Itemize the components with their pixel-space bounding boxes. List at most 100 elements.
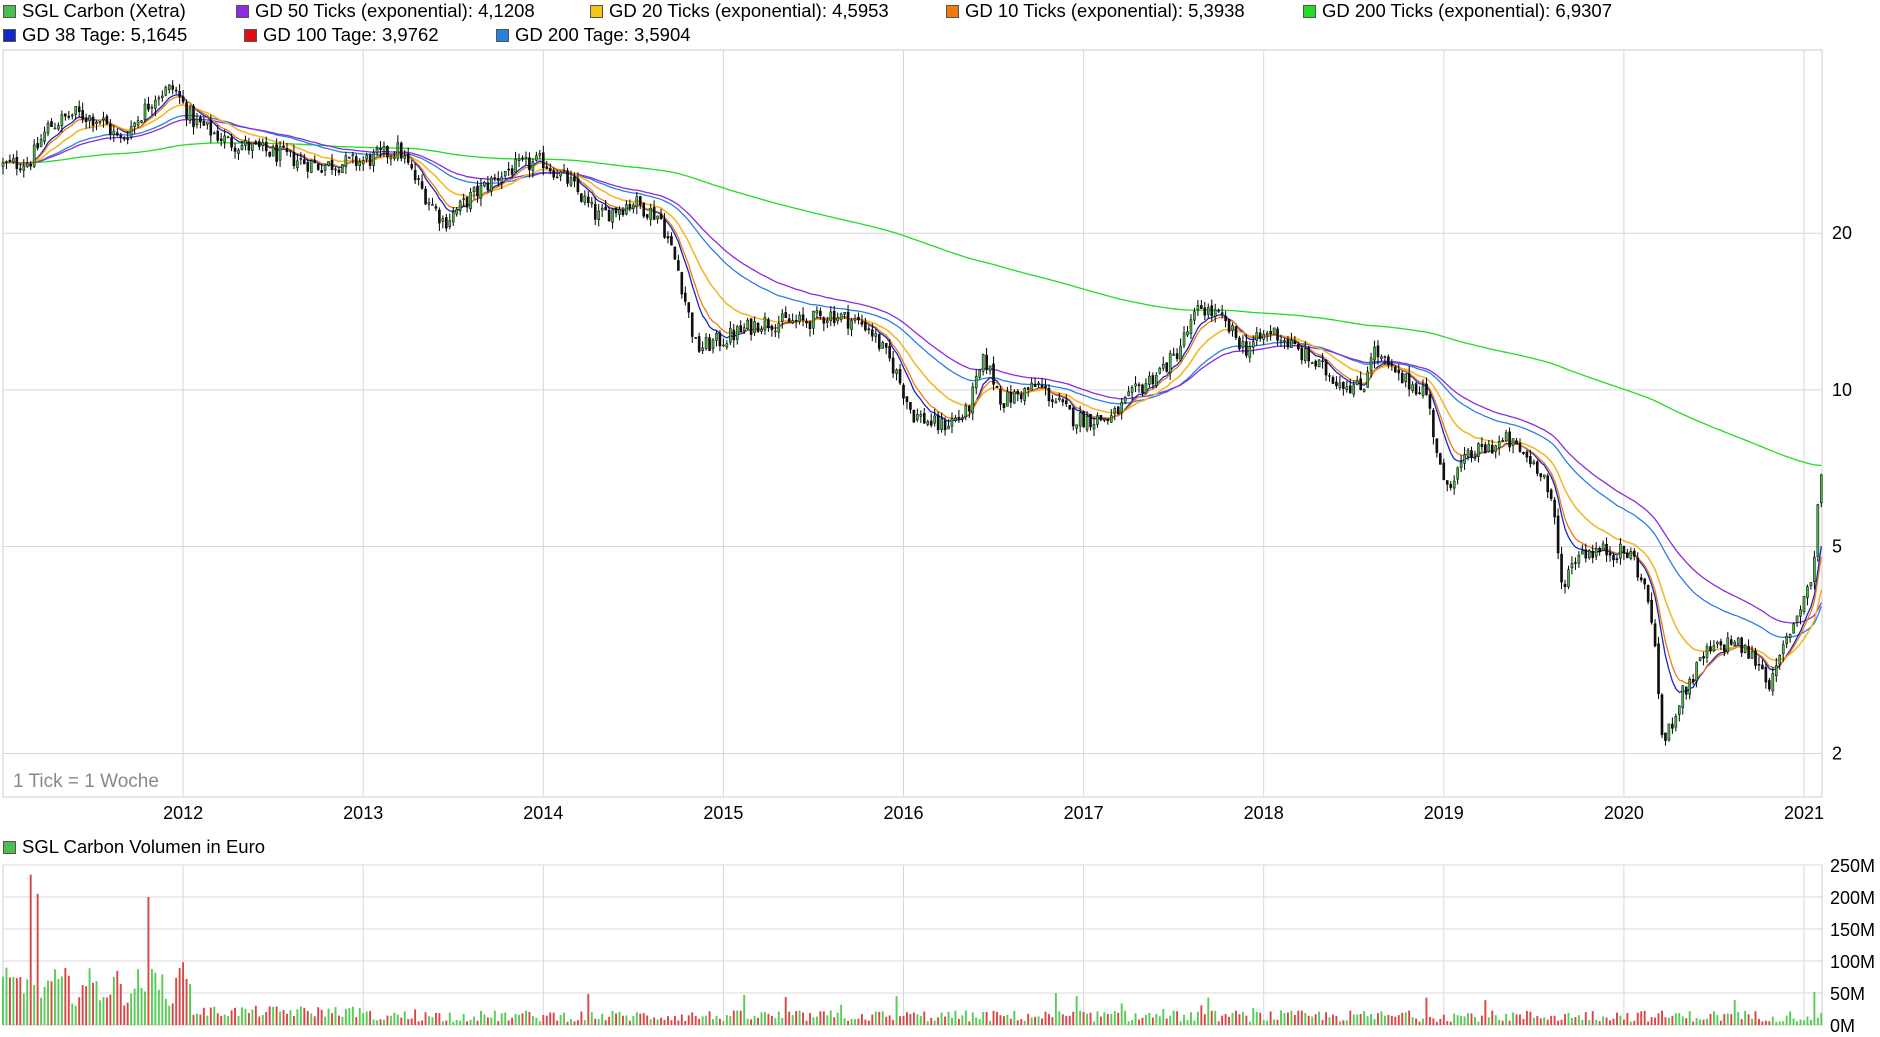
volume-bar bbox=[428, 1016, 430, 1025]
volume-bar bbox=[1054, 993, 1057, 1025]
candle bbox=[1594, 548, 1598, 557]
candle bbox=[1317, 359, 1321, 368]
volume-bar bbox=[1027, 1013, 1030, 1025]
volume-bar bbox=[1373, 1018, 1376, 1025]
candle bbox=[718, 332, 722, 347]
candle bbox=[1813, 556, 1816, 582]
candle bbox=[961, 417, 964, 420]
volume-bar bbox=[1245, 1015, 1248, 1025]
candle bbox=[185, 102, 188, 119]
candle bbox=[486, 182, 490, 191]
candle bbox=[756, 322, 760, 332]
volume-bar bbox=[1595, 1020, 1598, 1025]
volume-bar bbox=[1117, 1012, 1120, 1025]
candle bbox=[70, 114, 74, 117]
volume-bar bbox=[507, 1020, 510, 1025]
candle bbox=[1269, 331, 1272, 335]
volume-bar bbox=[227, 1016, 230, 1025]
volume-bar bbox=[168, 1005, 171, 1025]
volume-bar bbox=[871, 1014, 874, 1025]
volume-bar bbox=[1186, 1020, 1189, 1025]
candle bbox=[1321, 360, 1324, 363]
volume-bar bbox=[1564, 1014, 1566, 1025]
x-tick-label: 2014 bbox=[523, 803, 563, 823]
volume-bar bbox=[847, 1020, 850, 1025]
volume-bar bbox=[1106, 1013, 1109, 1025]
candle bbox=[1058, 397, 1061, 400]
candle bbox=[365, 155, 368, 160]
candle bbox=[687, 302, 691, 313]
volume-bar bbox=[888, 1015, 891, 1025]
candle bbox=[1542, 474, 1546, 478]
candle bbox=[1577, 554, 1581, 564]
candle bbox=[1265, 332, 1269, 336]
candle bbox=[1206, 307, 1210, 315]
candle bbox=[1096, 415, 1099, 425]
volume-bar bbox=[1654, 1017, 1657, 1025]
candle bbox=[1033, 384, 1037, 387]
candle bbox=[1553, 499, 1556, 518]
candle bbox=[1788, 634, 1792, 638]
candle bbox=[382, 145, 386, 152]
candle bbox=[940, 418, 943, 430]
candle bbox=[1400, 372, 1404, 384]
volume-bar bbox=[1276, 1019, 1279, 1025]
candle bbox=[614, 207, 618, 214]
volume-bar bbox=[511, 1017, 514, 1025]
candle bbox=[981, 354, 985, 372]
candle bbox=[1778, 655, 1782, 665]
volume-bar bbox=[701, 1016, 704, 1025]
volume-bar bbox=[743, 995, 746, 1025]
volume-bar bbox=[1266, 1020, 1269, 1025]
candle bbox=[1116, 406, 1120, 415]
volume-bar bbox=[1075, 996, 1078, 1025]
volume-bar bbox=[1449, 1021, 1452, 1025]
volume-bar bbox=[1702, 1019, 1705, 1025]
candle bbox=[237, 149, 240, 154]
candle bbox=[147, 103, 150, 110]
volume-plot-frame bbox=[2, 864, 1823, 1026]
volume-bar bbox=[1470, 1013, 1473, 1025]
volume-bar bbox=[1408, 1010, 1411, 1025]
volume-bar bbox=[317, 1007, 320, 1025]
candle bbox=[289, 150, 292, 153]
volume-bar bbox=[64, 968, 67, 1025]
candle bbox=[770, 325, 774, 331]
volume-bar bbox=[1612, 1018, 1615, 1025]
gd200-ticks-line bbox=[3, 142, 1822, 466]
volume-bar bbox=[628, 1020, 631, 1025]
gd50-ticks-line bbox=[3, 118, 1822, 624]
candle bbox=[888, 345, 891, 359]
candle bbox=[337, 169, 341, 173]
volume-bar bbox=[275, 1006, 278, 1025]
legend-item: GD 20 Ticks (exponential): 4,5953 bbox=[590, 0, 889, 22]
candle bbox=[524, 156, 528, 159]
volume-bar bbox=[1151, 1017, 1154, 1025]
volume-bar bbox=[909, 1014, 912, 1025]
candle bbox=[780, 313, 784, 322]
candle bbox=[1785, 636, 1788, 644]
candle bbox=[542, 152, 545, 169]
candle bbox=[292, 152, 296, 167]
volume-bar bbox=[133, 988, 136, 1025]
candle bbox=[517, 158, 521, 162]
volume-bar bbox=[784, 997, 787, 1025]
candle bbox=[12, 158, 15, 163]
volume-bar bbox=[663, 1019, 666, 1025]
candle bbox=[1, 162, 5, 167]
volume-bar bbox=[1546, 1019, 1549, 1025]
volume-bar bbox=[199, 1014, 202, 1025]
volume-bar bbox=[500, 1013, 503, 1025]
candle bbox=[1217, 310, 1220, 312]
candle bbox=[808, 321, 812, 329]
volume-bar bbox=[580, 1011, 583, 1025]
candle bbox=[995, 386, 999, 388]
candle bbox=[1110, 415, 1113, 423]
volume-bar bbox=[1259, 1012, 1262, 1025]
volume-bar bbox=[854, 1019, 856, 1025]
volume-bar bbox=[123, 1005, 126, 1025]
volume-bar bbox=[971, 1012, 974, 1025]
candle bbox=[1581, 550, 1584, 555]
candle bbox=[133, 122, 136, 128]
candle bbox=[704, 337, 708, 349]
